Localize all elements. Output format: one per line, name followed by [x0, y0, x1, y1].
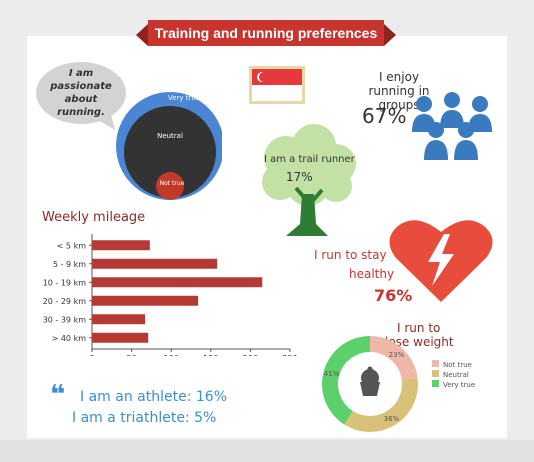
- passion-quote: I am passionate about running.: [50, 68, 112, 118]
- very-true-label: Very true: [168, 94, 200, 102]
- y-tick-label: > 40 km: [52, 334, 87, 343]
- quote-icon: ❝: [50, 380, 66, 410]
- bar: [92, 240, 150, 251]
- triathlete-percent: 5%: [194, 410, 217, 426]
- healthy-label-line2: healthy: [349, 267, 395, 281]
- legend-swatch: [432, 370, 439, 377]
- healthy-label-line1: I run to stay: [314, 248, 387, 262]
- heart-icon: [389, 220, 493, 302]
- x-tick-label: 100: [164, 354, 179, 356]
- footer-bar: [0, 440, 534, 462]
- donut-label: 23%: [389, 351, 405, 359]
- y-tick-label: 5 - 9 km: [53, 260, 86, 269]
- neutral-circle: [124, 106, 216, 198]
- passion-circles: Very true Neutral Not true: [116, 92, 222, 200]
- cupcake-icon: [360, 366, 380, 396]
- tree-icon: [262, 124, 356, 236]
- y-tick-label: 10 - 19 km: [43, 278, 87, 287]
- title-banner: Training and running preferences: [136, 20, 396, 46]
- weight-donut-chart: 23% 36% 41% Not true Neutral Very true: [322, 336, 475, 432]
- triathlete-label: I am a triathlete:: [72, 410, 190, 426]
- bar: [92, 258, 218, 269]
- donut-label: 36%: [384, 415, 400, 423]
- trail-label: I am a trail runner: [264, 154, 355, 165]
- groups-label: I enjoy running in groups: [368, 70, 430, 112]
- groups-percent: 67%: [362, 104, 407, 128]
- donut-label: 41%: [324, 370, 340, 378]
- donut-slice: [322, 336, 370, 425]
- bar: [92, 332, 149, 343]
- legend-swatch: [432, 360, 439, 367]
- x-tick-label: 200: [243, 354, 258, 356]
- not-true-circle: [156, 172, 184, 200]
- y-tick-label: 20 - 29 km: [43, 297, 87, 306]
- athlete-label: I am an athlete:: [80, 389, 192, 405]
- speech-bubble: I am passionate about running.: [36, 62, 126, 124]
- not-true-label: Not true: [160, 180, 185, 187]
- neutral-label: Neutral: [157, 132, 183, 140]
- athlete-line: I am an athlete: 16%: [80, 389, 227, 405]
- legend-label: Very true: [443, 381, 475, 389]
- page-title: Training and running preferences: [154, 25, 378, 41]
- legend-label: Not true: [443, 361, 472, 369]
- legend-label: Neutral: [443, 371, 469, 379]
- mileage-chart-title: Weekly mileage: [42, 210, 146, 225]
- triathlete-line: I am a triathlete: 5%: [72, 410, 216, 426]
- weight-label-line2: lose weight: [385, 335, 454, 349]
- people-group-icon: [412, 92, 492, 160]
- y-tick-label: < 5 km: [57, 241, 87, 250]
- x-tick-label: 150: [203, 354, 218, 356]
- y-tick-label: 30 - 39 km: [43, 315, 87, 324]
- mileage-bar-chart: < 5 km 5 - 9 km 10 - 19 km 20 - 29 km 30 - 3…: [43, 234, 298, 356]
- legend-swatch: [432, 380, 439, 387]
- healthy-percent: 76%: [374, 286, 413, 305]
- athlete-percent: 16%: [195, 389, 227, 405]
- x-tick-label: 250: [282, 354, 297, 356]
- bar: [92, 277, 263, 288]
- weight-label-line1: I run to: [397, 321, 441, 335]
- bar: [92, 314, 146, 325]
- x-tick-label: 0: [89, 354, 94, 356]
- x-tick-label: 50: [127, 354, 137, 356]
- bar: [92, 295, 199, 306]
- singapore-flag-icon: [249, 66, 305, 104]
- trail-percent: 17%: [286, 170, 313, 184]
- donut-slice: [370, 336, 418, 380]
- donut-slice: [344, 377, 418, 432]
